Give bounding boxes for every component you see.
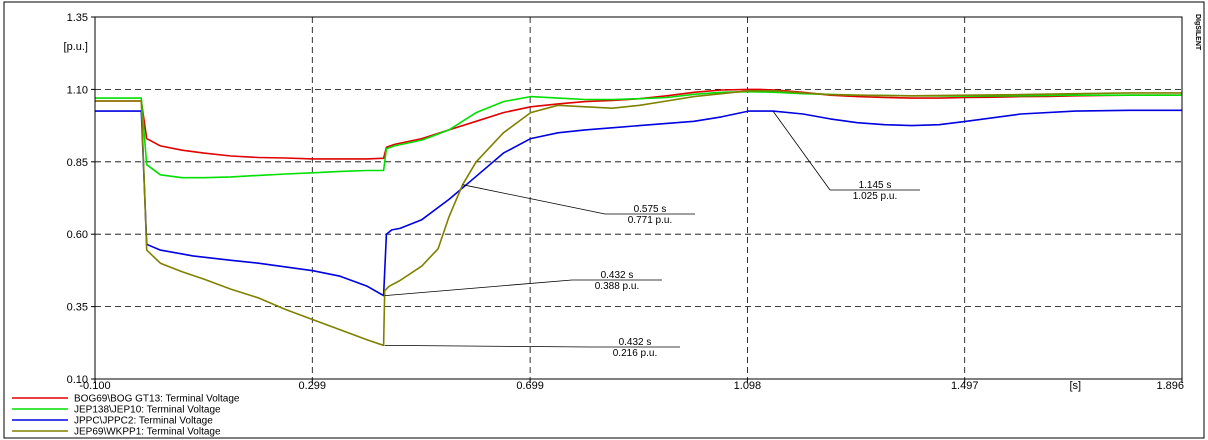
legend-label: BOG69\BOG GT13: Terminal Voltage bbox=[74, 394, 240, 405]
y-tick-label: 0.35 bbox=[67, 302, 88, 314]
x-tick-label: 0.299 bbox=[299, 380, 327, 392]
annotation-y-label: 0.388 p.u. bbox=[595, 281, 639, 292]
legend-label: JPPC\JPPC2: Terminal Voltage bbox=[74, 416, 213, 427]
annotations: 0.575 s0.771 p.u.0.432 s0.388 p.u.0.432 … bbox=[384, 110, 920, 359]
plot-area-border bbox=[94, 16, 1183, 380]
y-tick-label: 0.10 bbox=[67, 374, 88, 386]
annotation-y-label: 1.025 p.u. bbox=[853, 191, 897, 202]
annotation-y-label: 0.216 p.u. bbox=[613, 348, 657, 359]
x-tick-label: 1.497 bbox=[951, 380, 979, 392]
annotation-y-label: 0.771 p.u. bbox=[628, 215, 672, 226]
annotation-leader bbox=[462, 184, 606, 215]
series-line-3 bbox=[95, 109, 1182, 297]
grid-lines bbox=[95, 17, 1182, 379]
y-tick-label: 0.60 bbox=[67, 229, 88, 241]
x-unit-label: [s] bbox=[1069, 380, 1081, 392]
axes: 0.10 0.35 0.60 0.85 1.10 1.35 -0.100 0.299 0.699… bbox=[64, 12, 1184, 392]
y-tick-label: 0.85 bbox=[67, 157, 88, 169]
annotation-leader bbox=[384, 345, 591, 348]
y-tick-label: 1.10 bbox=[67, 84, 88, 96]
annotation-x-label: 1.145 s bbox=[859, 180, 892, 191]
x-tick-label: -0.100 bbox=[79, 380, 110, 392]
legend-label: JEP69\WKPP1: Terminal Voltage bbox=[74, 427, 221, 438]
series-line-1 bbox=[95, 88, 1182, 160]
annotation-x-label: 0.432 s bbox=[601, 270, 634, 281]
outer-border bbox=[3, 1, 1205, 439]
annotation-x-label: 0.432 s bbox=[619, 337, 652, 348]
annotation-leader bbox=[772, 110, 831, 191]
annotation-leader bbox=[384, 279, 573, 296]
x-tick-label: 1.896 bbox=[1156, 380, 1184, 392]
legend-label: JEP138\JEP10: Terminal Voltage bbox=[74, 405, 221, 416]
x-tick-label: 0.699 bbox=[516, 380, 544, 392]
series-lines bbox=[95, 88, 1182, 347]
legend: BOG69\BOG GT13: Terminal VoltageJEP138\J… bbox=[12, 394, 240, 438]
brand-logo: DIgSILENT bbox=[1194, 14, 1201, 51]
x-tick-label: 1.098 bbox=[734, 380, 762, 392]
annotation-x-label: 0.575 s bbox=[634, 204, 667, 215]
y-unit-label: [p.u.] bbox=[64, 41, 88, 53]
series-line-4 bbox=[95, 90, 1182, 347]
y-tick-label: 1.35 bbox=[67, 12, 88, 24]
